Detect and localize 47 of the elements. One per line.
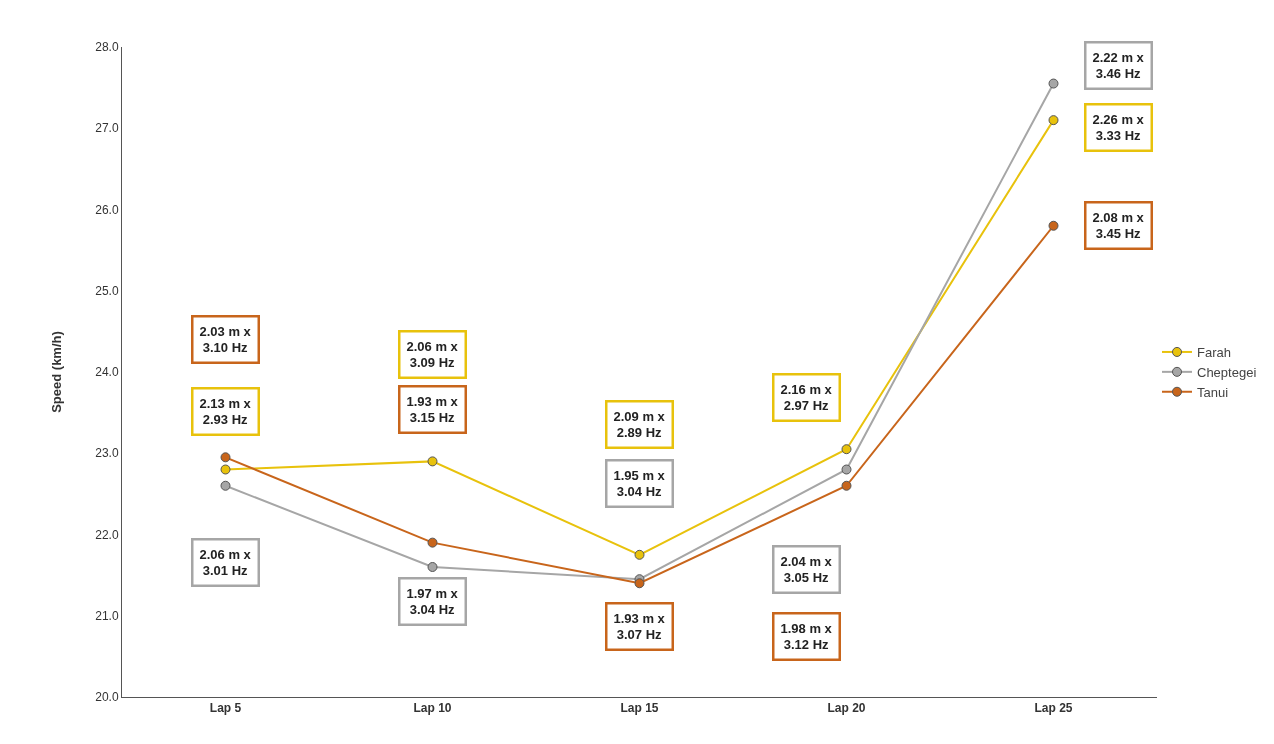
point bbox=[634, 549, 645, 560]
y-tick-label: 21.0 bbox=[95, 608, 119, 623]
annotation: 1.95 m x 3.04 Hz bbox=[613, 467, 666, 500]
annotation: 2.09 m x 2.89 Hz bbox=[613, 408, 666, 441]
y-tick-label: 26.0 bbox=[95, 202, 119, 217]
point bbox=[841, 444, 852, 455]
legend-label: Cheptegei bbox=[1197, 364, 1257, 380]
annotation: 2.13 m x 2.93 Hz bbox=[199, 395, 252, 428]
annotation: 2.04 m x 3.05 Hz bbox=[780, 553, 833, 586]
annotation: 1.93 m x 3.07 Hz bbox=[613, 610, 666, 643]
y-tick-label: 22.0 bbox=[95, 527, 119, 542]
y-tick-label: 20.0 bbox=[95, 690, 119, 705]
annotation: 1.98 m x 3.12 Hz bbox=[780, 620, 833, 653]
point bbox=[220, 452, 231, 463]
y-tick-label: 24.0 bbox=[95, 365, 119, 380]
x-tick-label: Lap 25 bbox=[1034, 701, 1073, 716]
legend-label: Tanui bbox=[1197, 384, 1229, 400]
annotation: 2.03 m x 3.10 Hz bbox=[199, 323, 252, 356]
annotation: 2.16 m x 2.97 Hz bbox=[780, 381, 833, 414]
point bbox=[1048, 78, 1059, 89]
y-axis-title: Speed (km/h) bbox=[49, 331, 65, 413]
x-tick-label: Lap 5 bbox=[209, 701, 242, 716]
x-tick-label: Lap 10 bbox=[413, 701, 452, 716]
annotation: 2.26 m x 3.33 Hz bbox=[1092, 111, 1145, 144]
point bbox=[427, 537, 438, 548]
annotation: 2.06 m x 3.01 Hz bbox=[199, 546, 252, 579]
point bbox=[427, 562, 438, 572]
y-tick-label: 28.0 bbox=[95, 40, 119, 55]
point bbox=[220, 480, 231, 491]
y-tick-label: 25.0 bbox=[95, 283, 119, 298]
point bbox=[427, 456, 438, 467]
x-tick-label: Lap 20 bbox=[827, 701, 866, 716]
annotation: 1.93 m x 3.15 Hz bbox=[406, 393, 459, 426]
point bbox=[634, 578, 645, 589]
point bbox=[220, 464, 231, 475]
legend-label: Farah bbox=[1197, 345, 1231, 361]
point bbox=[1048, 115, 1059, 126]
y-tick-label: 27.0 bbox=[95, 121, 119, 136]
annotation: 2.06 m x 3.09 Hz bbox=[406, 338, 459, 371]
annotation: 2.08 m x 3.45 Hz bbox=[1092, 209, 1145, 242]
annotation: 2.22 m x 3.46 Hz bbox=[1092, 49, 1145, 82]
point bbox=[1048, 220, 1059, 231]
point bbox=[841, 464, 852, 475]
x-tick-label: Lap 15 bbox=[620, 701, 659, 716]
point bbox=[841, 480, 852, 491]
annotation: 1.97 m x 3.04 Hz bbox=[406, 585, 459, 618]
y-tick-label: 23.0 bbox=[95, 446, 119, 461]
